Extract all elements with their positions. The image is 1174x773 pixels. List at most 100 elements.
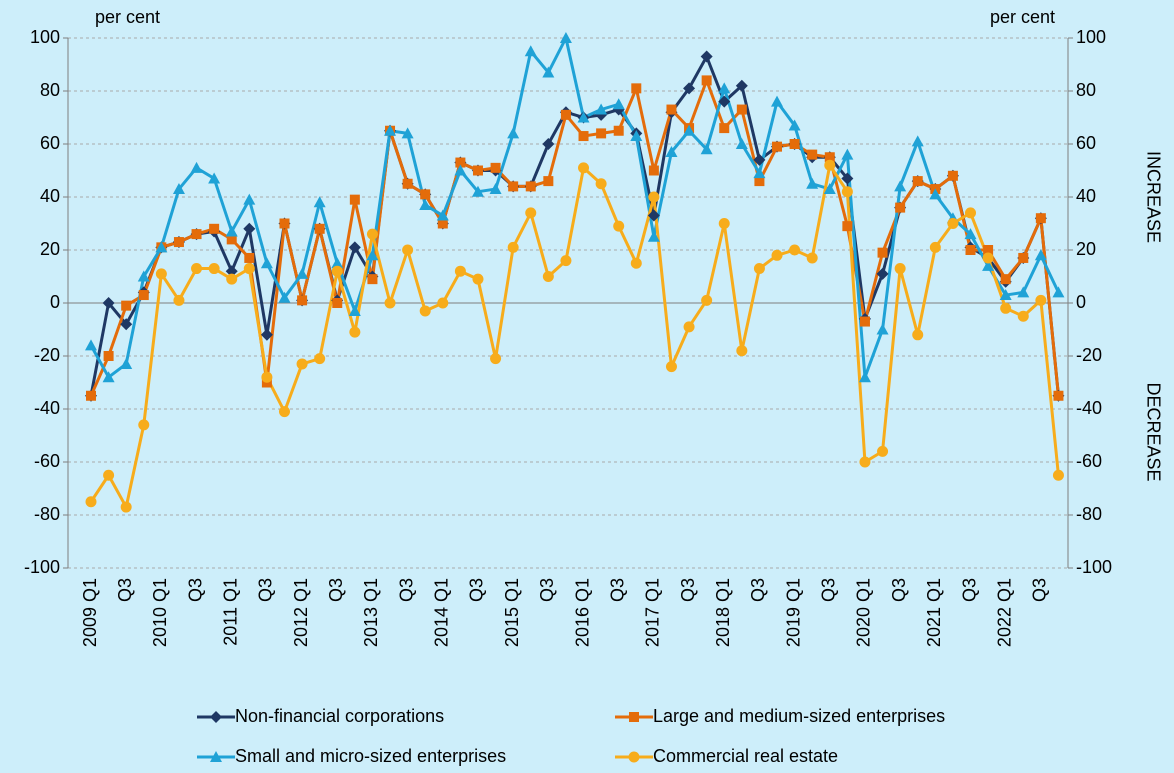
- marker: [103, 351, 114, 361]
- marker: [701, 294, 713, 306]
- marker: [999, 289, 1012, 301]
- marker: [384, 124, 397, 136]
- marker: [313, 196, 326, 208]
- marker: [965, 207, 976, 219]
- marker: [559, 32, 572, 43]
- marker: [454, 164, 467, 176]
- x-tick-label: 2009 Q1: [80, 578, 100, 647]
- marker: [102, 297, 115, 309]
- marker: [472, 165, 483, 176]
- marker: [965, 245, 976, 255]
- marker: [508, 181, 519, 192]
- marker: [226, 273, 238, 285]
- marker: [1053, 390, 1064, 401]
- x-tick-label: 2020 Q1: [854, 578, 874, 647]
- marker: [911, 135, 924, 147]
- marker: [542, 271, 554, 282]
- marker: [595, 178, 607, 190]
- marker: [472, 273, 484, 285]
- marker: [789, 244, 801, 256]
- x-tick-label: Q3: [678, 578, 698, 602]
- x-tick-label: Q3: [467, 578, 487, 602]
- marker: [894, 180, 907, 192]
- marker: [666, 104, 677, 115]
- marker: [455, 157, 466, 168]
- marker: [525, 207, 537, 219]
- x-tick-label: Q3: [185, 578, 205, 602]
- x-tick-label: 2018 Q1: [713, 578, 733, 647]
- marker: [210, 711, 222, 723]
- x-tick-label: 2021 Q1: [924, 578, 944, 647]
- marker: [753, 263, 765, 275]
- marker: [85, 339, 97, 351]
- marker: [243, 222, 256, 235]
- marker: [1017, 310, 1029, 322]
- marker: [595, 103, 608, 115]
- marker: [983, 245, 994, 255]
- marker: [279, 218, 290, 229]
- marker: [876, 323, 889, 335]
- marker: [894, 263, 906, 275]
- marker: [349, 194, 360, 205]
- marker: [877, 247, 888, 258]
- marker: [647, 209, 660, 222]
- marker: [543, 176, 554, 187]
- marker: [718, 82, 731, 94]
- y2-tick-label: 40: [1076, 186, 1096, 206]
- x-tick-label: Q3: [256, 578, 276, 602]
- marker: [718, 95, 731, 108]
- marker: [243, 193, 256, 205]
- marker: [683, 124, 696, 136]
- marker: [437, 218, 448, 229]
- y2-tick-label: -80: [1076, 504, 1102, 524]
- marker: [876, 267, 889, 280]
- marker: [613, 125, 624, 136]
- marker: [735, 79, 748, 92]
- x-tick-label: 2011 Q1: [220, 578, 240, 646]
- marker: [683, 321, 695, 333]
- marker: [628, 751, 640, 763]
- marker: [841, 186, 853, 198]
- y2-tick-label: -60: [1076, 451, 1102, 471]
- marker: [665, 361, 677, 373]
- marker: [436, 209, 449, 221]
- marker: [348, 304, 361, 316]
- marker: [859, 456, 871, 468]
- marker: [1034, 249, 1047, 261]
- marker: [314, 223, 325, 234]
- marker: [824, 159, 836, 171]
- legend-label: Small and micro-sized enterprises: [235, 746, 506, 766]
- marker: [719, 123, 730, 134]
- marker: [138, 419, 150, 431]
- marker: [489, 183, 502, 195]
- marker: [754, 176, 765, 187]
- marker: [947, 218, 959, 229]
- marker: [102, 371, 115, 383]
- marker: [542, 66, 555, 78]
- marker: [630, 130, 643, 142]
- marker: [560, 109, 571, 120]
- marker: [578, 131, 589, 142]
- marker: [401, 127, 414, 139]
- marker: [314, 353, 326, 365]
- y-tick-label: 0: [50, 292, 60, 312]
- y2-tick-label: -40: [1076, 398, 1102, 418]
- marker: [296, 358, 308, 370]
- marker: [331, 265, 343, 277]
- x-tick-label: Q3: [326, 578, 346, 602]
- marker: [437, 297, 449, 309]
- y-tick-label: -100: [24, 557, 60, 577]
- marker: [929, 241, 941, 253]
- y-tick-label: 80: [40, 80, 60, 100]
- marker: [85, 496, 97, 508]
- marker: [612, 98, 625, 110]
- marker: [700, 50, 713, 63]
- marker: [191, 263, 203, 275]
- marker: [736, 345, 748, 357]
- marker: [402, 244, 414, 256]
- marker: [665, 145, 678, 157]
- marker: [912, 176, 923, 187]
- marker: [210, 751, 222, 762]
- marker: [402, 178, 413, 189]
- y2-tick-label: 0: [1076, 292, 1086, 312]
